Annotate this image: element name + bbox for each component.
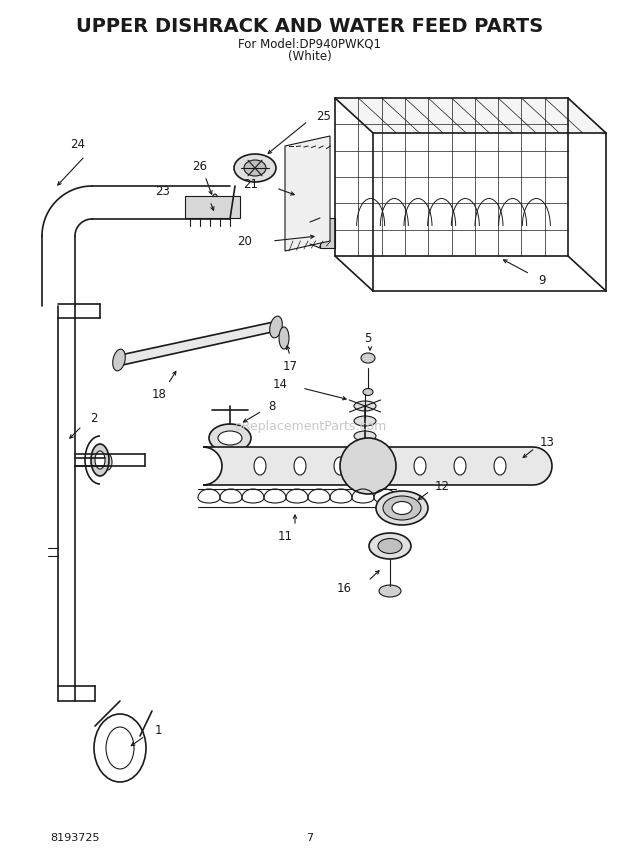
Text: 11: 11	[278, 530, 293, 543]
Ellipse shape	[354, 431, 376, 441]
Ellipse shape	[91, 444, 109, 476]
Ellipse shape	[369, 533, 411, 559]
Text: 25: 25	[316, 110, 331, 122]
Ellipse shape	[494, 457, 506, 475]
Polygon shape	[203, 447, 552, 485]
Text: 23: 23	[155, 185, 170, 198]
Text: 24: 24	[70, 138, 85, 151]
Text: 26: 26	[192, 159, 207, 173]
Ellipse shape	[218, 431, 242, 445]
Ellipse shape	[209, 424, 251, 452]
Ellipse shape	[254, 457, 266, 475]
Ellipse shape	[383, 496, 421, 520]
Ellipse shape	[392, 502, 412, 514]
Ellipse shape	[376, 491, 428, 525]
Ellipse shape	[354, 401, 376, 411]
Polygon shape	[335, 98, 568, 256]
Circle shape	[340, 438, 396, 494]
Text: (White): (White)	[288, 50, 332, 62]
Ellipse shape	[279, 327, 289, 349]
Text: 21: 21	[243, 177, 258, 191]
Text: 20: 20	[237, 235, 252, 247]
Text: eReplacementParts.com: eReplacementParts.com	[234, 419, 386, 432]
Ellipse shape	[294, 457, 306, 475]
Ellipse shape	[378, 538, 402, 554]
Text: 8193725: 8193725	[50, 833, 99, 843]
Text: 17: 17	[283, 360, 298, 372]
Ellipse shape	[104, 454, 112, 470]
Ellipse shape	[454, 457, 466, 475]
Ellipse shape	[95, 451, 105, 469]
Polygon shape	[335, 98, 606, 133]
Text: 13: 13	[540, 436, 555, 449]
Ellipse shape	[113, 349, 125, 371]
Text: 14: 14	[273, 377, 288, 390]
Bar	[320, 218, 335, 248]
Bar	[185, 196, 240, 218]
Ellipse shape	[379, 585, 401, 597]
Text: For Model:DP940PWKQ1: For Model:DP940PWKQ1	[239, 38, 381, 51]
Ellipse shape	[354, 416, 376, 426]
Text: 12: 12	[435, 479, 450, 492]
Ellipse shape	[414, 457, 426, 475]
Text: 16: 16	[337, 581, 352, 595]
Ellipse shape	[361, 353, 375, 363]
Ellipse shape	[244, 160, 266, 176]
Ellipse shape	[363, 389, 373, 395]
Text: 2: 2	[90, 412, 97, 425]
Text: 7: 7	[306, 833, 314, 843]
Polygon shape	[285, 136, 330, 251]
Text: 18: 18	[152, 388, 167, 401]
Text: UPPER DISHRACK AND WATER FEED PARTS: UPPER DISHRACK AND WATER FEED PARTS	[76, 16, 544, 35]
Polygon shape	[118, 321, 278, 366]
Text: 9: 9	[538, 274, 546, 287]
Ellipse shape	[270, 316, 282, 338]
Ellipse shape	[234, 154, 276, 182]
Text: 8: 8	[268, 400, 275, 413]
Ellipse shape	[334, 457, 346, 475]
Text: 5: 5	[365, 331, 371, 344]
Text: 1: 1	[155, 724, 162, 738]
Ellipse shape	[211, 194, 219, 218]
